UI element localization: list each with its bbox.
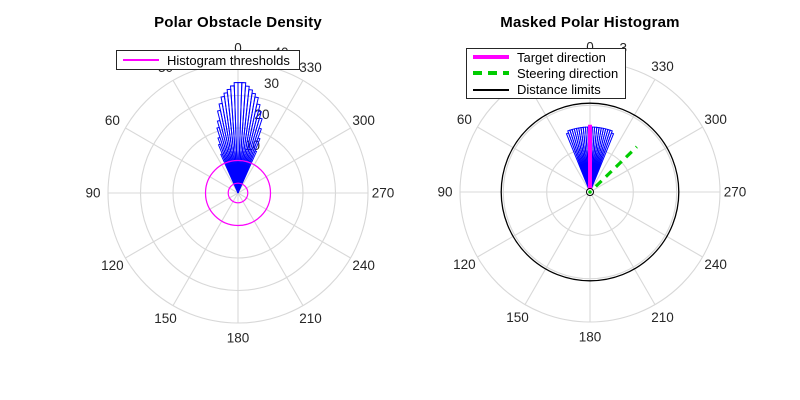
- legend-label-histogram-thresholds: Histogram thresholds: [167, 52, 290, 68]
- distance-line-swatch: [473, 89, 509, 91]
- threshold-circle: [204, 159, 272, 227]
- theta-tick-label: 60: [105, 113, 120, 128]
- theta-tick-label: 330: [299, 60, 322, 75]
- theta-tick-label: 270: [372, 186, 395, 201]
- theta-grid-line: [477, 191, 591, 258]
- theta-grid-line: [524, 191, 591, 305]
- theta-tick-label: 180: [579, 330, 602, 345]
- legend-row-target-direction: Target direction: [467, 49, 625, 65]
- theta-grid-line: [589, 191, 656, 305]
- legend-label-target-direction: Target direction: [517, 49, 606, 65]
- theta-tick-label: 60: [457, 112, 472, 127]
- theta-tick-label: 0: [586, 40, 594, 55]
- legend-label-steering-direction: Steering direction: [517, 65, 619, 81]
- left-legend: Histogram thresholds: [116, 50, 300, 70]
- theta-grid-line: [589, 79, 656, 193]
- steering-line-swatch: [473, 71, 509, 76]
- right-legend: Target direction Steering direction Dist…: [466, 48, 626, 99]
- left-histogram-bars: [216, 81, 263, 194]
- steering-origin-marker: [588, 190, 592, 194]
- theta-tick-label: 210: [299, 311, 322, 326]
- theta-tick-label: 120: [453, 257, 476, 272]
- theta-tick-label: 0: [234, 41, 242, 56]
- theta-tick-label: 210: [651, 310, 674, 325]
- theta-tick-label: 300: [704, 112, 727, 127]
- theta-tick-label: 270: [724, 185, 747, 200]
- legend-label-distance-limits: Distance limits: [517, 82, 601, 98]
- theta-tick-label: 300: [352, 113, 375, 128]
- steering-direction-line: [594, 145, 638, 188]
- theta-tick-label: 90: [85, 186, 100, 201]
- theta-grid-line: [477, 126, 591, 193]
- theta-grid-line: [589, 191, 703, 258]
- distance-limit-outer-circle: [500, 102, 680, 282]
- left-plot-title: Polar Obstacle Density: [154, 14, 322, 31]
- threshold-line-swatch: [123, 59, 159, 61]
- left-polar-plot: 102030400306090120150180210240270300330: [85, 41, 394, 346]
- legend-row-distance-limits: Distance limits: [467, 82, 625, 98]
- right-polar-plot: 30306090120150180210240270300330: [437, 40, 746, 345]
- theta-tick-label: 180: [227, 331, 250, 346]
- legend-row-histogram-thresholds: Histogram thresholds: [117, 51, 299, 69]
- target-line-swatch: [473, 55, 509, 60]
- r-grid-circle: [502, 104, 678, 280]
- r-tick-label: 3: [620, 40, 628, 55]
- theta-tick-label: 120: [101, 258, 124, 273]
- theta-tick-label: 240: [352, 258, 375, 273]
- theta-tick-label: 240: [704, 257, 727, 272]
- r-tick-label: 30: [264, 76, 279, 91]
- theta-tick-label: 150: [506, 310, 529, 325]
- histogram-bar: [565, 132, 591, 193]
- legend-row-steering-direction: Steering direction: [467, 65, 625, 81]
- theta-tick-label: 330: [651, 59, 674, 74]
- right-plot-title: Masked Polar Histogram: [500, 14, 680, 31]
- theta-grid-line: [589, 126, 703, 193]
- histogram-bar: [220, 153, 239, 194]
- threshold-circle: [227, 182, 249, 204]
- right-histogram-bars: [565, 126, 615, 193]
- theta-tick-label: 90: [437, 185, 452, 200]
- theta-tick-label: 150: [154, 311, 177, 326]
